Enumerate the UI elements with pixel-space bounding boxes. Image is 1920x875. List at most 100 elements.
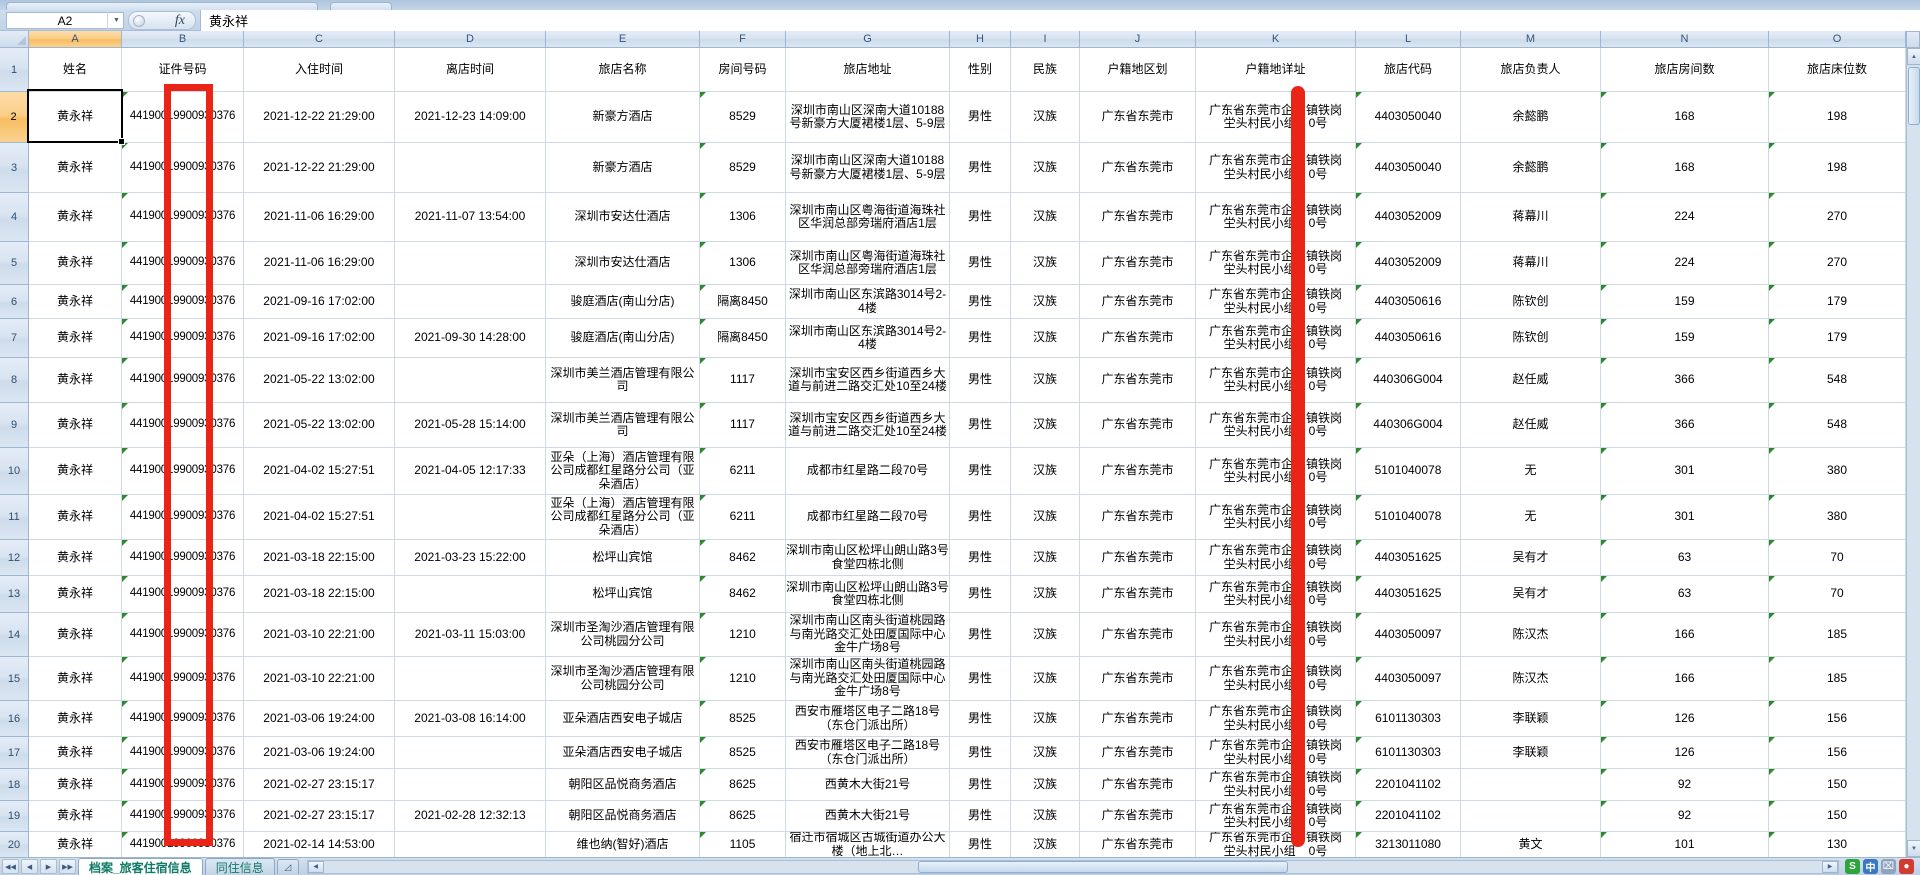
cell-G15[interactable]: 深圳市南山区南头街道桃园路与南光路交汇处田厦国际中心金牛广场8号 bbox=[786, 657, 950, 701]
cell-F9[interactable]: 1117 bbox=[700, 403, 786, 448]
cell-I2[interactable]: 汉族 bbox=[1011, 92, 1080, 143]
cell-L13[interactable]: 4403051625 bbox=[1356, 576, 1461, 613]
cell-B10[interactable]: 44190019900930376 bbox=[122, 448, 244, 495]
select-all-corner[interactable] bbox=[0, 31, 29, 48]
cell-D13[interactable] bbox=[395, 576, 546, 613]
cell-B20[interactable]: 44190019900930376 bbox=[122, 832, 244, 857]
header-cell-H[interactable]: 性别 bbox=[950, 48, 1011, 92]
column-header-H[interactable]: H bbox=[950, 31, 1011, 48]
cell-K8[interactable]: 广东省东莞市企 镇铁岗 坣头村民小组 0号 bbox=[1196, 358, 1356, 403]
cell-C15[interactable]: 2021-03-10 22:21:00 bbox=[244, 657, 395, 701]
cell-J7[interactable]: 广东省东莞市 bbox=[1080, 319, 1196, 358]
scroll-right-icon[interactable]: ▶ bbox=[1822, 860, 1838, 873]
cell-I15[interactable]: 汉族 bbox=[1011, 657, 1080, 701]
cell-C17[interactable]: 2021-03-06 19:24:00 bbox=[244, 737, 395, 769]
row-header-19[interactable]: 19 bbox=[0, 801, 29, 832]
horizontal-scrollbar[interactable]: ◀ ▶ bbox=[306, 859, 1839, 874]
cell-N7[interactable]: 159 bbox=[1601, 319, 1769, 358]
column-header-J[interactable]: J bbox=[1080, 31, 1196, 48]
cell-I12[interactable]: 汉族 bbox=[1011, 540, 1080, 576]
cell-E2[interactable]: 新豪方酒店 bbox=[546, 92, 700, 143]
cell-F6[interactable]: 隔离8450 bbox=[700, 285, 786, 319]
row-header-16[interactable]: 16 bbox=[0, 701, 29, 737]
cell-I20[interactable]: 汉族 bbox=[1011, 832, 1080, 857]
header-cell-K[interactable]: 户籍地详址 bbox=[1196, 48, 1356, 92]
scroll-down-icon[interactable]: ▼ bbox=[1907, 840, 1920, 857]
cell-G4[interactable]: 深圳市南山区粤海街道海珠社区华润总部旁瑞府酒店1层 bbox=[786, 193, 950, 242]
row-header-5[interactable]: 5 bbox=[0, 242, 29, 285]
cell-M5[interactable]: 蒋幕川 bbox=[1461, 242, 1601, 285]
cell-M13[interactable]: 吴有才 bbox=[1461, 576, 1601, 613]
cell-H2[interactable]: 男性 bbox=[950, 92, 1011, 143]
cell-H14[interactable]: 男性 bbox=[950, 613, 1011, 657]
cell-C19[interactable]: 2021-02-27 23:15:17 bbox=[244, 801, 395, 832]
cell-H20[interactable]: 男性 bbox=[950, 832, 1011, 857]
cell-E11[interactable]: 亚朵（上海）酒店管理有限公司成都红星路分公司（亚朵酒店） bbox=[546, 495, 700, 540]
cell-M3[interactable]: 余懿鹏 bbox=[1461, 143, 1601, 193]
cell-M16[interactable]: 李联颖 bbox=[1461, 701, 1601, 737]
cell-L5[interactable]: 4403052009 bbox=[1356, 242, 1461, 285]
header-cell-A[interactable]: 姓名 bbox=[29, 48, 122, 92]
cell-I13[interactable]: 汉族 bbox=[1011, 576, 1080, 613]
cell-C7[interactable]: 2021-09-16 17:02:00 bbox=[244, 319, 395, 358]
cell-D16[interactable]: 2021-03-08 16:14:00 bbox=[395, 701, 546, 737]
cell-B12[interactable]: 44190019900930376 bbox=[122, 540, 244, 576]
column-header-F[interactable]: F bbox=[700, 31, 786, 48]
cell-K2[interactable]: 广东省东莞市企 镇铁岗 坣头村民小组 0号 bbox=[1196, 92, 1356, 143]
cell-O19[interactable]: 150 bbox=[1769, 801, 1906, 832]
insert-function-button[interactable]: fx bbox=[128, 11, 196, 30]
cell-J9[interactable]: 广东省东莞市 bbox=[1080, 403, 1196, 448]
column-header-I[interactable]: I bbox=[1011, 31, 1080, 48]
cell-H3[interactable]: 男性 bbox=[950, 143, 1011, 193]
cell-H8[interactable]: 男性 bbox=[950, 358, 1011, 403]
cell-J3[interactable]: 广东省东莞市 bbox=[1080, 143, 1196, 193]
cell-C11[interactable]: 2021-04-02 15:27:51 bbox=[244, 495, 395, 540]
cell-O10[interactable]: 380 bbox=[1769, 448, 1906, 495]
cell-L7[interactable]: 4403050616 bbox=[1356, 319, 1461, 358]
cell-K4[interactable]: 广东省东莞市企 镇铁岗 坣头村民小组 0号 bbox=[1196, 193, 1356, 242]
row-header-15[interactable]: 15 bbox=[0, 657, 29, 701]
cell-N19[interactable]: 92 bbox=[1601, 801, 1769, 832]
cell-J18[interactable]: 广东省东莞市 bbox=[1080, 769, 1196, 801]
cell-D8[interactable] bbox=[395, 358, 546, 403]
cell-C4[interactable]: 2021-11-06 16:29:00 bbox=[244, 193, 395, 242]
cell-E10[interactable]: 亚朵（上海）酒店管理有限公司成都红星路分公司（亚朵酒店） bbox=[546, 448, 700, 495]
header-cell-F[interactable]: 房间号码 bbox=[700, 48, 786, 92]
cell-D15[interactable] bbox=[395, 657, 546, 701]
cell-L2[interactable]: 4403050040 bbox=[1356, 92, 1461, 143]
column-header-O[interactable]: O bbox=[1769, 31, 1906, 48]
cell-J16[interactable]: 广东省东莞市 bbox=[1080, 701, 1196, 737]
cell-E16[interactable]: 亚朵酒店西安电子城店 bbox=[546, 701, 700, 737]
cell-I16[interactable]: 汉族 bbox=[1011, 701, 1080, 737]
cell-F14[interactable]: 1210 bbox=[700, 613, 786, 657]
cell-C9[interactable]: 2021-05-22 13:02:00 bbox=[244, 403, 395, 448]
cell-C2[interactable]: 2021-12-22 21:29:00 bbox=[244, 92, 395, 143]
cell-C3[interactable]: 2021-12-22 21:29:00 bbox=[244, 143, 395, 193]
cell-C13[interactable]: 2021-03-18 22:15:00 bbox=[244, 576, 395, 613]
cell-C5[interactable]: 2021-11-06 16:29:00 bbox=[244, 242, 395, 285]
cell-A20[interactable]: 黄永祥 bbox=[29, 832, 122, 857]
header-cell-E[interactable]: 旅店名称 bbox=[546, 48, 700, 92]
cell-G2[interactable]: 深圳市南山区深南大道10188号新豪方大厦裙楼1层、5-9层 bbox=[786, 92, 950, 143]
cell-A5[interactable]: 黄永祥 bbox=[29, 242, 122, 285]
cell-D2[interactable]: 2021-12-23 14:09:00 bbox=[395, 92, 546, 143]
cell-G17[interactable]: 西安市雁塔区电子二路18号（东仓门派出所） bbox=[786, 737, 950, 769]
cell-E9[interactable]: 深圳市美兰酒店管理有限公司 bbox=[546, 403, 700, 448]
cell-K3[interactable]: 广东省东莞市企 镇铁岗 坣头村民小组 0号 bbox=[1196, 143, 1356, 193]
cell-A4[interactable]: 黄永祥 bbox=[29, 193, 122, 242]
cell-G6[interactable]: 深圳市南山区东滨路3014号2-4楼 bbox=[786, 285, 950, 319]
cell-K17[interactable]: 广东省东莞市企 镇铁岗 坣头村民小组 0号 bbox=[1196, 737, 1356, 769]
vertical-scroll-thumb[interactable] bbox=[1908, 67, 1920, 125]
cell-O2[interactable]: 198 bbox=[1769, 92, 1906, 143]
cell-I10[interactable]: 汉族 bbox=[1011, 448, 1080, 495]
cell-K6[interactable]: 广东省东莞市企 镇铁岗 坣头村民小组 0号 bbox=[1196, 285, 1356, 319]
cell-K7[interactable]: 广东省东莞市企 镇铁岗 坣头村民小组 0号 bbox=[1196, 319, 1356, 358]
cell-I6[interactable]: 汉族 bbox=[1011, 285, 1080, 319]
row-header-12[interactable]: 12 bbox=[0, 540, 29, 576]
prev-sheet-icon[interactable]: ◀ bbox=[21, 859, 38, 874]
cell-L18[interactable]: 2201041102 bbox=[1356, 769, 1461, 801]
cell-H10[interactable]: 男性 bbox=[950, 448, 1011, 495]
cell-G18[interactable]: 西黄木大街21号 bbox=[786, 769, 950, 801]
cell-M2[interactable]: 余懿鹏 bbox=[1461, 92, 1601, 143]
row-header-10[interactable]: 10 bbox=[0, 448, 29, 495]
